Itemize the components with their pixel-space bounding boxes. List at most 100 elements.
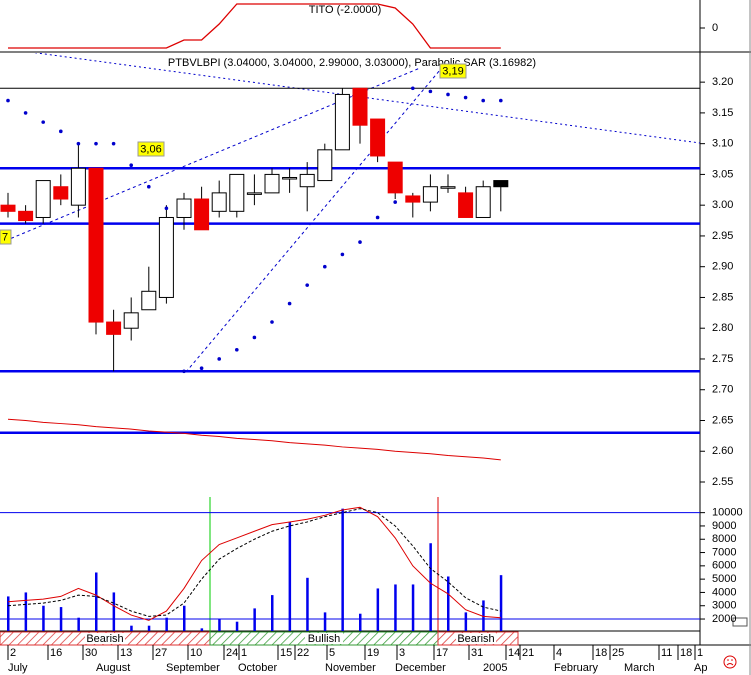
sar-dot: [147, 184, 151, 189]
volume-bar: [394, 584, 397, 631]
sar-dot: [252, 335, 257, 340]
volume-bar: [306, 577, 309, 631]
candle-body: [475, 186, 491, 218]
x-day-label: 25: [612, 647, 624, 659]
y-tick-label: 9000: [712, 520, 736, 532]
volume-bar: [411, 584, 415, 631]
status-icon: [726, 663, 734, 666]
x-day-label: 18: [595, 647, 607, 659]
x-month-label: November: [325, 662, 376, 674]
candle-body: [158, 216, 174, 298]
y-tick-label: 2.80: [712, 322, 733, 334]
sar-dot: [41, 120, 45, 124]
annotation: 3,19: [442, 65, 463, 77]
volume-bar: [218, 619, 221, 631]
x-day-label: 15: [280, 647, 292, 659]
y-tick-label: 5000: [712, 573, 736, 585]
volume-bar: [147, 625, 151, 631]
y-tick-label: 2.60: [712, 445, 733, 457]
sar-dot: [393, 200, 398, 204]
candle-body: [299, 173, 315, 188]
candle-body: [405, 195, 421, 203]
y-tick-label: 2.75: [712, 353, 733, 365]
x-month-label: August: [96, 662, 130, 674]
volume-bar: [42, 605, 45, 631]
candle-body: [334, 93, 350, 151]
y-tick-label: 3.10: [712, 138, 733, 150]
volume-bar: [200, 628, 204, 631]
volume-bar: [429, 543, 432, 631]
volume-bar: [112, 592, 116, 631]
candle-body: [264, 173, 280, 194]
sar-dot: [305, 283, 310, 287]
volume-bar: [464, 612, 468, 631]
y-tick-label: 2.65: [712, 414, 733, 426]
sar-dot: [129, 163, 133, 167]
x-day-label: 4: [556, 647, 562, 659]
volume-bar: [447, 576, 450, 631]
sar-dot: [199, 366, 204, 370]
volume-bar: [7, 596, 10, 631]
annotation-box: [0, 229, 12, 245]
candle-body: [493, 180, 509, 188]
sar-dot: [428, 89, 433, 94]
candle-body: [387, 161, 403, 194]
sar-dot: [23, 111, 28, 115]
candle-body: [246, 192, 262, 195]
y-tick-label: 3000: [712, 600, 736, 612]
sar-dot: [358, 240, 362, 244]
x-day-label: 17: [436, 647, 448, 659]
x-day-label: 2: [10, 647, 16, 659]
signal-label: Bearish: [86, 633, 123, 645]
status-icon: [731, 659, 733, 661]
sar-dot: [411, 86, 415, 91]
sar-dot: [235, 347, 239, 352]
candle-body: [123, 312, 139, 329]
signal-label-bg: [85, 633, 125, 644]
price-title: PTBVLBPI (3.04000, 3.04000, 2.99000, 3.0…: [168, 57, 536, 69]
sar-dot: [323, 264, 327, 269]
volume-bar: [95, 572, 98, 631]
x-month-label: July: [8, 662, 28, 674]
x-day-label: 19: [367, 647, 379, 659]
annotation-box: [439, 63, 467, 79]
sar-dot: [375, 215, 380, 220]
trend-line: [0, 67, 421, 244]
tito-title: TITO (-2.0000): [309, 4, 382, 16]
status-icon[interactable]: [723, 655, 737, 669]
y-tick-label: 2.70: [712, 384, 733, 396]
sar-dot: [270, 320, 274, 324]
y-tick-label: 3.15: [712, 107, 733, 119]
sar-dot: [463, 95, 468, 100]
x-day-label: 21: [522, 647, 534, 659]
sar-dot: [481, 98, 486, 103]
x-month-label: December: [395, 662, 446, 674]
x-day-label: 3: [399, 647, 405, 659]
x-day-label: 14: [508, 647, 520, 659]
y-tick-label: 6000: [712, 560, 736, 572]
volume-bar: [323, 612, 327, 631]
candle-body: [422, 186, 438, 203]
candle-body: [0, 204, 16, 212]
volume-bar: [165, 617, 168, 631]
y-tick-label: 8000: [712, 533, 736, 545]
sar-dot: [340, 252, 345, 257]
volume-bar: [59, 607, 63, 631]
price-panel: [0, 87, 700, 435]
y-tick-label: 3.05: [712, 168, 733, 180]
candle-body: [370, 118, 386, 157]
volume-bar: [376, 588, 380, 631]
x-month-label: March: [624, 662, 655, 674]
candle-body: [106, 321, 122, 335]
y-tick-label: 0: [712, 22, 718, 34]
candle-body: [352, 87, 368, 126]
candle-body: [282, 176, 298, 180]
panel-icon[interactable]: [732, 617, 748, 627]
candle-body: [70, 167, 86, 206]
x-day-label: 13: [120, 647, 132, 659]
x-month-label: February: [554, 662, 599, 674]
line: [7, 506, 501, 621]
